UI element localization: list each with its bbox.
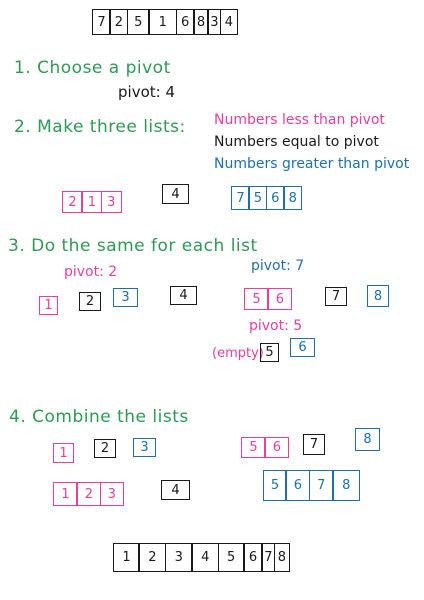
step2-greater-list: 7 5 6 8	[231, 186, 303, 210]
step3-empty-label: (empty)	[212, 346, 264, 361]
left-combined-cell: 2	[76, 482, 102, 506]
step4-left-part-1: 1	[53, 443, 74, 463]
step3-left-pivot: pivot: 2	[64, 264, 118, 280]
step3-sub-equal-box: 5	[260, 343, 279, 362]
greater-cell: 6	[265, 186, 285, 210]
array-cell: 8	[193, 9, 210, 35]
less-cell: 1	[81, 191, 103, 213]
final-cell: 1	[113, 543, 140, 572]
step4-right-part-4: 8	[355, 428, 380, 451]
less-cell: 2	[62, 191, 83, 213]
step4-right-parts-pink: 5 6	[241, 437, 290, 458]
less-cell: 3	[100, 191, 122, 213]
final-cell: 4	[191, 543, 220, 572]
array-cell: 4	[219, 9, 238, 35]
final-cell: 6	[243, 543, 264, 572]
right-combined-cell: 6	[285, 470, 311, 501]
final-cell: 7	[261, 543, 276, 572]
right-less-cell: 5	[244, 288, 269, 310]
array-cell: 5	[126, 9, 150, 35]
step3-left-greater-box: 3	[113, 288, 138, 307]
array-cell: 6	[175, 9, 195, 35]
final-cell: 5	[217, 543, 245, 572]
greater-cell: 5	[248, 186, 268, 210]
array-cell: 2	[109, 9, 129, 35]
step3-sub-pivot: pivot: 5	[249, 318, 303, 334]
step3-right-greater-box: 8	[367, 285, 389, 307]
step3-sub-greater-box: 6	[290, 338, 315, 357]
step4-title: 4. Combine the lists	[9, 407, 189, 427]
final-array: 1 2 3 4 5 6 7 8	[113, 543, 290, 572]
array-cell: 1	[148, 9, 178, 35]
final-cell: 2	[138, 543, 167, 572]
step4-right-combined: 5 6 7 8	[263, 470, 361, 501]
step1-pivot-label: pivot: 4	[118, 83, 175, 101]
legend-less: Numbers less than pivot	[214, 112, 385, 128]
step4-left-combined: 1 2 3	[53, 482, 124, 506]
step2-equal-box: 4	[162, 184, 189, 204]
final-cell: 8	[273, 543, 290, 572]
step3-right-equal-box: 7	[325, 287, 347, 306]
greater-cell: 8	[283, 186, 303, 210]
left-combined-cell: 1	[53, 482, 78, 506]
left-combined-cell: 3	[99, 482, 124, 506]
greater-cell: 7	[231, 186, 250, 210]
initial-array: 7 2 5 1 6 8 3 4	[92, 9, 238, 35]
legend-equal: Numbers equal to pivot	[214, 134, 379, 150]
right-part-cell: 6	[264, 437, 290, 458]
array-cell: 3	[207, 9, 222, 35]
right-combined-cell: 5	[263, 470, 287, 501]
array-cell: 7	[92, 9, 111, 35]
right-combined-cell: 7	[308, 470, 334, 501]
step4-middle-box: 4	[161, 480, 190, 500]
step3-right-less-list: 5 6	[244, 288, 293, 310]
step1-title: 1. Choose a pivot	[14, 58, 171, 78]
right-less-cell: 6	[267, 288, 293, 310]
step3-title: 3. Do the same for each list	[8, 236, 258, 256]
step4-left-part-2: 2	[94, 439, 116, 458]
right-part-cell: 5	[241, 437, 266, 458]
step3-left-less-box: 1	[39, 296, 58, 315]
step3-left-equal-box: 2	[79, 292, 101, 311]
step3-right-pivot: pivot: 7	[251, 258, 305, 274]
step2-title: 2. Make three lists:	[14, 117, 186, 137]
step4-left-part-3: 3	[133, 438, 156, 457]
step3-middle-box: 4	[170, 286, 197, 305]
step2-less-list: 2 1 3	[62, 191, 122, 213]
right-combined-cell: 8	[332, 470, 361, 501]
final-cell: 3	[164, 543, 193, 572]
legend-greater: Numbers greater than pivot	[214, 156, 410, 172]
step4-right-part-3: 7	[303, 434, 325, 455]
